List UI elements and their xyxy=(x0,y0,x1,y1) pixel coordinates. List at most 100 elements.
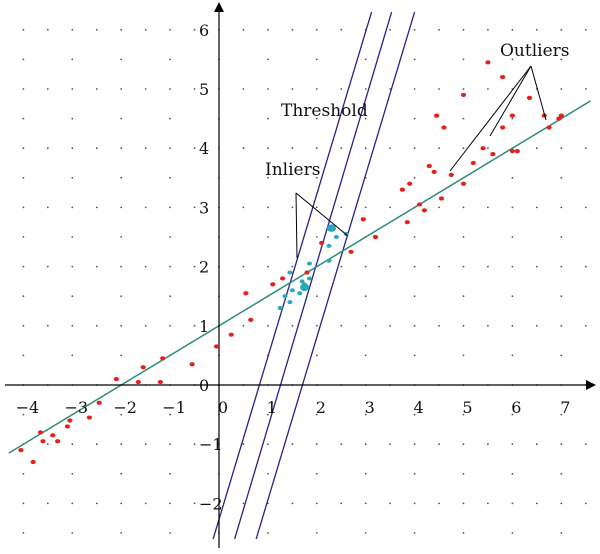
grid-dot xyxy=(95,28,98,31)
grid-dot xyxy=(462,532,465,534)
outlier-point xyxy=(399,187,405,192)
grid-dot xyxy=(46,206,49,209)
grid-dot xyxy=(560,443,563,446)
inliers-pointer-line xyxy=(295,192,349,237)
y-tick-label: 6 xyxy=(199,21,209,40)
grid-dot xyxy=(267,324,269,327)
x-tick-label: 1 xyxy=(267,398,277,417)
grid-dot xyxy=(120,443,123,446)
grid-dot xyxy=(22,265,25,268)
outlier-point xyxy=(460,181,467,186)
grid-dot xyxy=(193,206,196,209)
grid-dot xyxy=(95,206,98,209)
grid-dot xyxy=(535,206,538,209)
x-tick-label: −4 xyxy=(16,398,40,417)
grid-dot xyxy=(462,28,465,31)
grid-dot xyxy=(71,28,74,31)
grid-dot xyxy=(413,324,416,327)
grid-dot xyxy=(193,502,196,505)
y-tick-label: 3 xyxy=(199,198,209,217)
outlier-point xyxy=(248,317,254,322)
grid-dot xyxy=(389,88,391,90)
outlier-point xyxy=(140,365,146,370)
outlier-point xyxy=(372,234,379,240)
outlier-point xyxy=(438,196,445,201)
y-tick-label: 2 xyxy=(199,258,209,277)
grid-dot xyxy=(71,295,74,298)
grid-dot xyxy=(462,472,465,475)
grid-dot xyxy=(340,28,343,31)
grid-dot xyxy=(364,443,367,446)
grid-dot xyxy=(584,324,587,327)
outlier-point xyxy=(243,291,249,296)
grid-dot xyxy=(560,413,563,416)
grid-dot xyxy=(291,502,294,505)
grid-dot xyxy=(364,413,367,416)
grid-dot xyxy=(95,147,98,150)
grid-dot xyxy=(560,88,563,90)
grid-dot xyxy=(560,324,563,327)
grid-dot xyxy=(169,147,172,150)
grid-dot xyxy=(389,265,391,268)
threshold-line-1 xyxy=(212,11,373,540)
outlier-point xyxy=(426,163,432,169)
grid-dot xyxy=(535,265,538,268)
grid-dot xyxy=(267,265,269,268)
grid-dot xyxy=(511,354,514,357)
outlier-point xyxy=(421,208,427,213)
grid-dot xyxy=(95,324,98,327)
grid-dot xyxy=(462,295,465,298)
grid-dot xyxy=(46,443,49,446)
grid-dot xyxy=(169,88,172,90)
grid-dot xyxy=(71,176,74,179)
grid-dot xyxy=(511,472,514,475)
outlier-point xyxy=(514,149,520,154)
inlier-points xyxy=(277,224,349,311)
grid-dot xyxy=(169,295,172,298)
outlier-point xyxy=(546,125,552,130)
grid-dot xyxy=(242,88,245,90)
grid-dot xyxy=(364,532,367,534)
grid-dot xyxy=(120,28,123,31)
grid-dot xyxy=(22,354,25,357)
outlier-point xyxy=(30,459,36,465)
grid-dot xyxy=(413,443,416,446)
outlier-point xyxy=(558,113,564,118)
grid-dot xyxy=(584,265,587,268)
grid-dot xyxy=(120,413,123,416)
outlier-point xyxy=(556,116,562,121)
grid-dot xyxy=(389,147,391,150)
y-tick-label: 0 xyxy=(199,376,209,395)
grid-dot xyxy=(462,265,465,268)
grid-dot xyxy=(315,28,318,31)
grid-dot xyxy=(535,28,538,31)
y-tick-label: 4 xyxy=(199,139,209,158)
grid-dot xyxy=(340,502,343,505)
grid-dot xyxy=(364,472,367,475)
grid-dot xyxy=(511,413,514,416)
grid-dot xyxy=(315,413,318,416)
grid-dot xyxy=(511,532,514,534)
outlier-point xyxy=(319,240,325,246)
x-tick-label: 5 xyxy=(462,398,472,417)
grid-dot xyxy=(462,236,465,238)
grid-dot xyxy=(413,472,416,475)
grid-dot xyxy=(144,502,147,505)
grid-dot xyxy=(340,324,343,327)
inlier-point xyxy=(277,306,283,311)
grid-dot xyxy=(267,236,269,238)
inlier-point-highlight xyxy=(326,224,336,232)
outlier-point xyxy=(96,400,102,405)
grid-dot xyxy=(120,236,123,238)
grid-dot xyxy=(535,324,538,327)
grid-dot xyxy=(438,147,440,150)
grid-dot xyxy=(413,532,416,534)
grid-dot xyxy=(144,147,147,150)
grid-dot xyxy=(560,28,563,31)
grid-dot xyxy=(511,443,514,446)
grid-dot xyxy=(144,443,147,446)
grid-dot xyxy=(462,147,465,150)
axes xyxy=(5,2,596,548)
grid-dot xyxy=(315,443,318,446)
grid-dot xyxy=(413,295,416,298)
